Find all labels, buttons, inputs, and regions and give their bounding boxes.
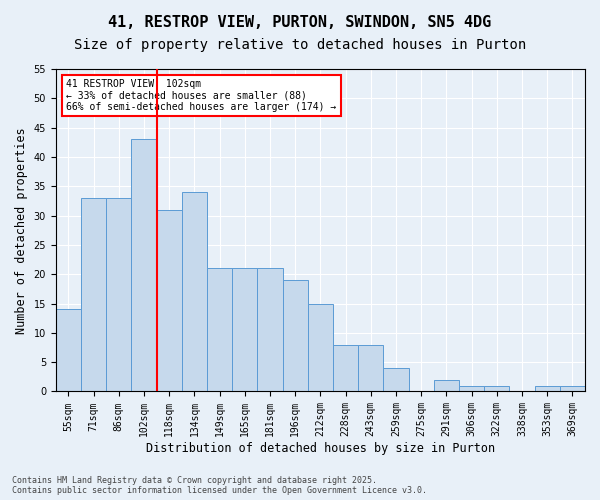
Text: 41, RESTROP VIEW, PURTON, SWINDON, SN5 4DG: 41, RESTROP VIEW, PURTON, SWINDON, SN5 4… [109,15,491,30]
Bar [182,192,207,392]
Text: Contains HM Land Registry data © Crown copyright and database right 2025.
Contai: Contains HM Land Registry data © Crown c… [12,476,427,495]
Bar [434,380,459,392]
Text: 41 RESTROP VIEW: 102sqm
← 33% of detached houses are smaller (88)
66% of semi-de: 41 RESTROP VIEW: 102sqm ← 33% of detache… [67,78,337,112]
Bar [535,386,560,392]
Bar [81,198,106,392]
Bar [333,344,358,392]
Bar [308,304,333,392]
Bar [157,210,182,392]
Text: Size of property relative to detached houses in Purton: Size of property relative to detached ho… [74,38,526,52]
Bar [383,368,409,392]
Bar [207,268,232,392]
Y-axis label: Number of detached properties: Number of detached properties [15,127,28,334]
Bar [56,310,81,392]
Bar [459,386,484,392]
Bar [131,140,157,392]
Bar [484,386,509,392]
Bar [257,268,283,392]
Bar [283,280,308,392]
X-axis label: Distribution of detached houses by size in Purton: Distribution of detached houses by size … [146,442,495,455]
Bar [560,386,585,392]
Bar [232,268,257,392]
Bar [106,198,131,392]
Bar [358,344,383,392]
